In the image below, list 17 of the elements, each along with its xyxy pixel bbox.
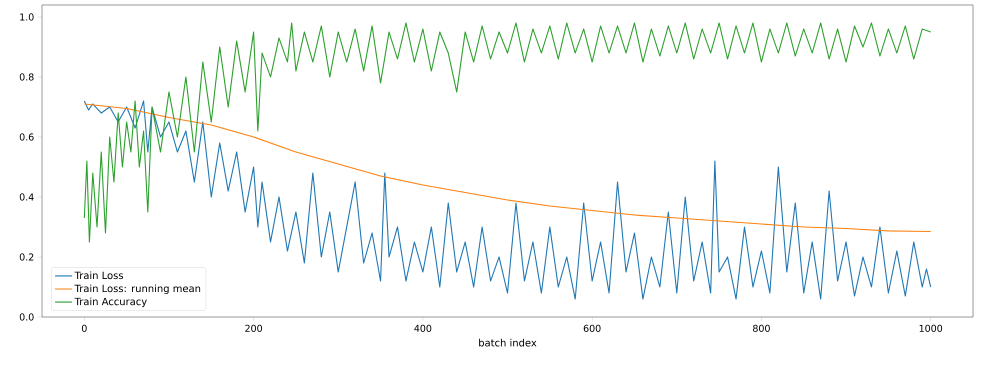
y-tick-label: 0.6 [20,133,34,141]
y-tick-label: 0.4 [20,193,34,201]
y-tick-label: 1.0 [20,13,34,21]
x-tick-label: 600 [584,324,601,332]
x-tick-label: 0 [82,324,87,332]
x-tick-label: 200 [245,324,262,332]
y-tick-label: 0.8 [20,73,34,81]
x-tick-label: 1000 [920,324,942,332]
legend-label: Train Accuracy [74,298,147,308]
x-axis-title: batch index [479,338,536,346]
x-tick-label: 400 [414,324,432,332]
y-tick-label: 0.0 [20,313,34,321]
y-tick-label: 0.2 [20,253,34,261]
line-series [84,22,932,243]
x-tick-label: 800 [753,324,770,332]
legend-label: Train Loss [74,271,124,280]
legend-label: Train Loss: running mean [74,284,200,294]
